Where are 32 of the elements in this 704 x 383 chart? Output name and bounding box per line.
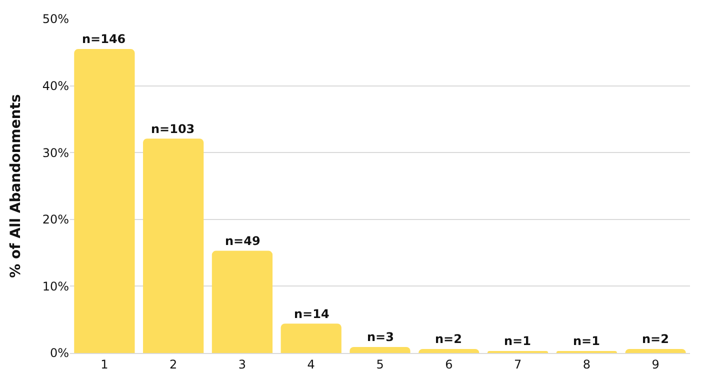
annotation: n=2	[642, 332, 669, 346]
y-axis-title: % of All Abandonments	[8, 94, 24, 278]
annotation: n=1	[504, 334, 531, 348]
annotation: n=1	[573, 334, 600, 348]
bar	[350, 346, 410, 353]
x-tick-label: 9	[652, 357, 660, 372]
x-tick-label: 6	[445, 357, 453, 372]
x-tick-label: 5	[376, 357, 384, 372]
y-tick-label: 40%	[42, 79, 69, 93]
x-tick-label: 1	[100, 357, 108, 372]
y-tick-label: 30%	[42, 146, 69, 160]
y-tick-label: 0%	[50, 346, 69, 360]
x-tick-label: 8	[582, 357, 590, 372]
y-tick-label: 10%	[42, 279, 69, 294]
bar	[280, 324, 342, 353]
x-tick-label: 2	[170, 357, 178, 372]
annotation: n=2	[435, 332, 462, 346]
annotation: n=14	[294, 307, 330, 321]
bar	[625, 348, 686, 353]
annotation: n=3	[367, 330, 394, 344]
annotation: n=146	[82, 32, 126, 46]
annotation: n=49	[225, 234, 260, 248]
x-tick-label: 7	[514, 357, 522, 372]
bar	[418, 348, 480, 353]
bar	[143, 138, 204, 353]
y-tick-label: 20%	[42, 212, 69, 227]
x-tick-label: 3	[238, 357, 246, 372]
bar	[212, 250, 273, 353]
bar	[74, 49, 135, 353]
y-tick-label: 50%	[42, 12, 69, 26]
x-tick-label: 4	[307, 357, 315, 372]
annotation: n=103	[151, 122, 195, 136]
